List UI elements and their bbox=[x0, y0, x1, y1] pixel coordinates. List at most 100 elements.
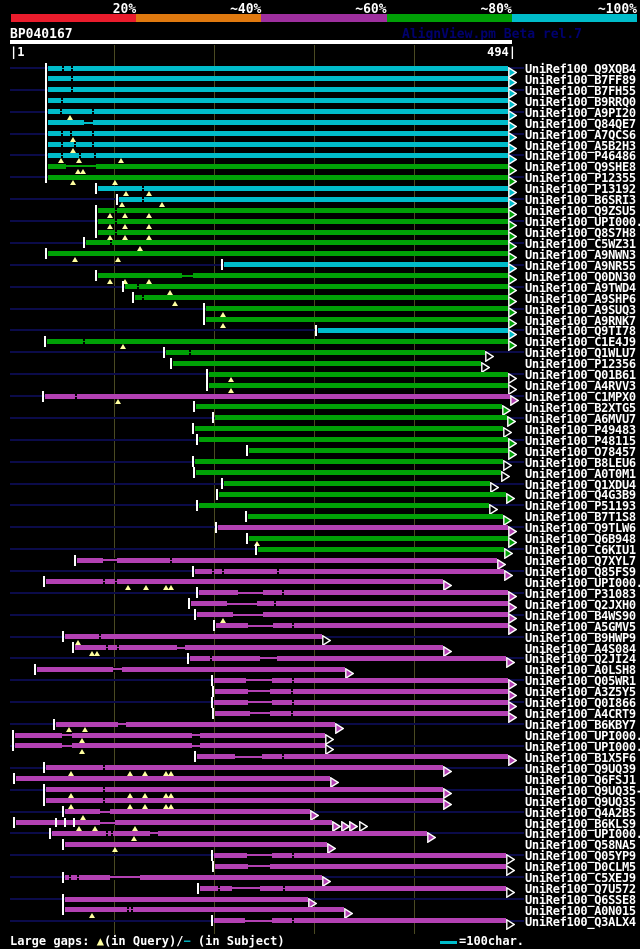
weak-alignment-segment bbox=[150, 832, 158, 835]
query-start-tick bbox=[62, 806, 64, 818]
query-start-tick bbox=[62, 631, 64, 643]
query-gap-marker bbox=[118, 158, 124, 164]
subject-gap-notch-line bbox=[77, 876, 79, 878]
alignment-arrow bbox=[503, 511, 513, 527]
subject-gap-notch-line bbox=[61, 154, 63, 156]
alignment-bar bbox=[206, 317, 508, 322]
alignment-arrow bbox=[508, 325, 518, 341]
row-label: UniRef100_Q4A2B5 bbox=[525, 805, 636, 820]
alignment-arrow bbox=[508, 150, 518, 166]
alignment-bar bbox=[48, 131, 508, 137]
query-gap-marker bbox=[127, 803, 133, 809]
query-start-tick bbox=[215, 521, 217, 533]
query-gap-marker bbox=[142, 792, 148, 798]
alignment-bar bbox=[48, 120, 508, 126]
query-start-tick bbox=[196, 499, 198, 511]
query-start-tick bbox=[196, 434, 198, 446]
query-start-tick bbox=[49, 827, 51, 839]
subject-gap-notch-line bbox=[103, 800, 105, 802]
query-start-tick bbox=[197, 882, 199, 894]
alignment-bar bbox=[46, 579, 443, 585]
row-label: UniRef100_B2XTG5 bbox=[525, 400, 636, 415]
weak-alignment-segment bbox=[248, 624, 273, 627]
subject-gap-text: (in Subject) bbox=[190, 934, 285, 948]
query-start-tick bbox=[62, 871, 64, 883]
query-gap-marker bbox=[142, 770, 148, 776]
query-start-tick bbox=[45, 128, 47, 140]
query-start-tick bbox=[45, 139, 47, 151]
weak-alignment-segment bbox=[248, 865, 270, 868]
scale-segment bbox=[11, 14, 137, 22]
weak-alignment-segment bbox=[62, 744, 72, 747]
alignment-bar bbox=[45, 393, 510, 399]
alignment-arrow bbox=[443, 762, 453, 778]
alignment-bar bbox=[318, 327, 508, 333]
subject-gap-symbol: − bbox=[183, 934, 191, 948]
query-start-tick bbox=[116, 193, 118, 205]
subject-gap-notch-line bbox=[83, 340, 85, 342]
query-gap-marker bbox=[82, 727, 88, 733]
query-start-tick bbox=[12, 740, 14, 752]
row-label: UniRef100_P12355 bbox=[525, 171, 636, 186]
alignment-bar bbox=[15, 732, 325, 738]
row-label: UniRef100_Q2JXH0 bbox=[525, 597, 636, 612]
row-label: UniRef100_A4RVV3 bbox=[525, 379, 636, 394]
row-label: UniRef100_B6KLS9 bbox=[525, 816, 636, 831]
query-gap-marker bbox=[94, 650, 100, 656]
row-label: UniRef100_C5XEJ9 bbox=[525, 871, 636, 886]
subject-gap-notch-line bbox=[75, 395, 77, 397]
row-label: UniRef100_B9HWP9 bbox=[525, 630, 636, 645]
subject-gap-notch-line bbox=[142, 297, 144, 299]
subject-gap-notch-line bbox=[115, 209, 117, 211]
alignment-bar bbox=[56, 721, 335, 727]
alignment-arrow bbox=[443, 642, 453, 658]
row-label: UniRef100_B7T1S8 bbox=[525, 510, 636, 525]
row-label: UniRef100_P13192 bbox=[525, 182, 636, 197]
query-start-tick bbox=[170, 357, 172, 369]
alignment-arrow bbox=[308, 894, 318, 910]
alignment-bar bbox=[224, 481, 490, 487]
query-start-tick bbox=[34, 663, 36, 675]
alignment-arrow bbox=[344, 904, 354, 920]
query-start-tick bbox=[213, 620, 215, 632]
alignment-bar bbox=[219, 491, 506, 497]
watermark: AlignView.pm Beta rel.7 bbox=[402, 27, 583, 42]
query-gap-marker bbox=[89, 912, 95, 918]
subject-gap-notch-line bbox=[99, 636, 101, 638]
subject-gap-notch-line bbox=[115, 231, 117, 233]
query-gap-marker bbox=[146, 224, 152, 230]
alignment-arrow bbox=[506, 861, 516, 877]
subject-gap-notch-line bbox=[106, 832, 108, 834]
subject-gap-notch-line bbox=[92, 144, 94, 146]
alignment-arrow bbox=[508, 84, 518, 100]
subject-gap-notch-line bbox=[291, 712, 293, 714]
alignment-bar bbox=[173, 360, 481, 366]
alignment-bar bbox=[119, 196, 508, 202]
query-start-tick bbox=[188, 598, 190, 610]
subject-gap-notch-line bbox=[92, 133, 94, 135]
alignment-arrow bbox=[485, 347, 495, 363]
row-label: UniRef100_A4CRT9 bbox=[525, 707, 636, 722]
alignment-arrow bbox=[508, 172, 518, 188]
row-label: UniRef100_Q7XYL7 bbox=[525, 554, 636, 569]
query-gap-marker bbox=[92, 825, 98, 831]
query-start-tick bbox=[211, 674, 213, 686]
query-start-tick bbox=[43, 784, 45, 796]
alignment-bar bbox=[196, 470, 501, 476]
subject-gap-notch-line bbox=[60, 111, 62, 113]
weak-alignment-segment bbox=[100, 810, 110, 813]
query-start-tick bbox=[45, 95, 47, 107]
alignment-bar bbox=[199, 590, 508, 596]
weak-alignment-segment bbox=[84, 121, 93, 124]
query-gap-marker bbox=[146, 213, 152, 219]
alignment-arrow bbox=[501, 467, 511, 483]
query-start-tick bbox=[187, 652, 189, 664]
query-start-tick bbox=[246, 445, 248, 457]
alignment-bar bbox=[98, 273, 508, 279]
query-start-tick bbox=[62, 904, 64, 916]
weak-alignment-segment bbox=[113, 668, 122, 671]
alignment-arrow bbox=[330, 773, 340, 789]
row-label: UniRef100_A3Z5Y5 bbox=[525, 685, 636, 700]
alignment-bar bbox=[209, 382, 508, 388]
subject-gap-notch-line bbox=[137, 286, 139, 288]
